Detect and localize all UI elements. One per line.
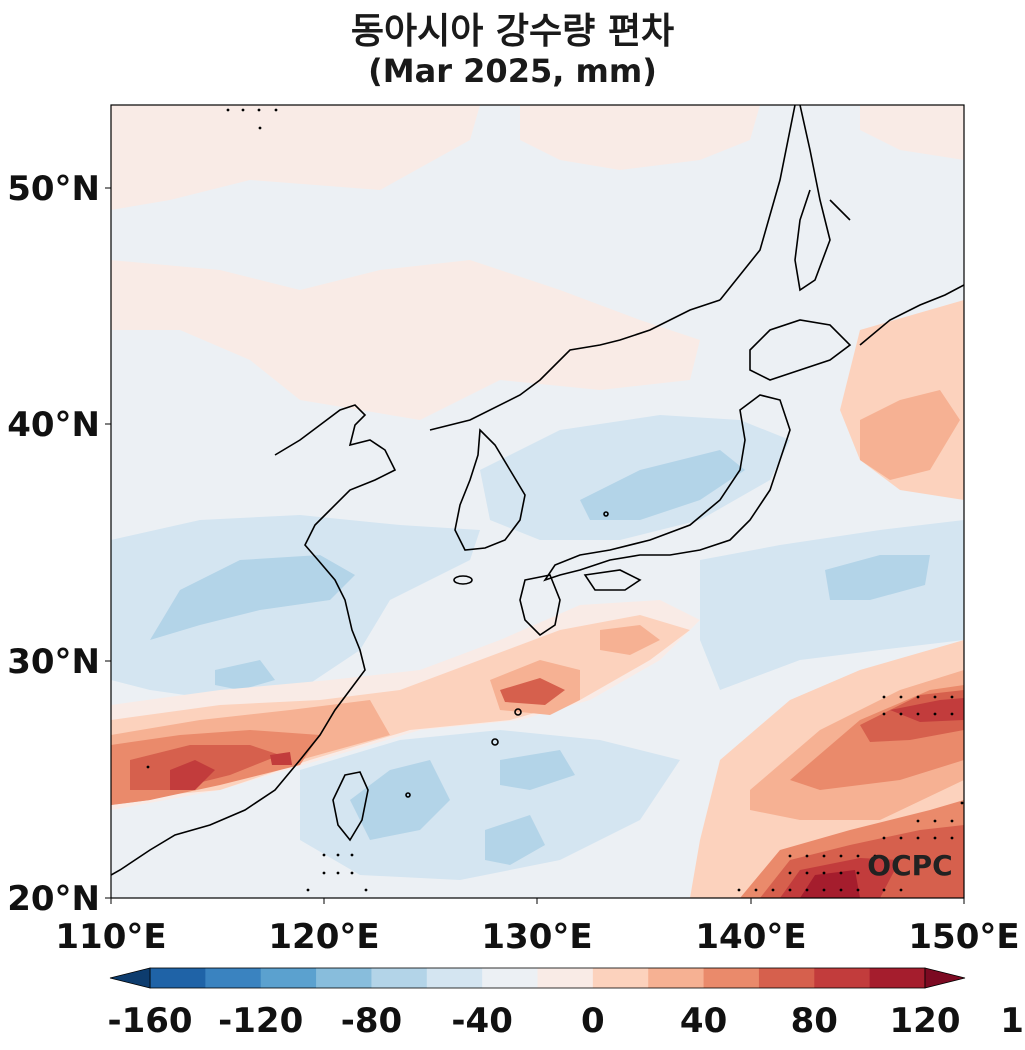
colorbar-swatch xyxy=(758,968,815,988)
colorbar-tick-label: 120 xyxy=(890,1001,961,1041)
lon-tick-label: 110°E xyxy=(55,917,166,957)
lon-tick-label: 120°E xyxy=(268,917,379,957)
lon-tick-label: 130°E xyxy=(481,917,592,957)
colorbar-tick-label: 0 xyxy=(581,1001,605,1041)
colorbar-swatch xyxy=(537,968,594,988)
map-title: 동아시아 강수량 편차 xyxy=(350,11,675,52)
anomaly-field xyxy=(111,105,964,898)
colorbar-tick-label: -120 xyxy=(218,1001,303,1041)
colorbar-extend-min xyxy=(109,967,151,989)
significance-stipple xyxy=(146,108,964,892)
colorbar-swatch xyxy=(482,968,538,988)
colorbar-swatch xyxy=(316,968,372,988)
colorbar-tick-label: -160 xyxy=(107,1001,192,1041)
lat-tick-label: 50°N xyxy=(7,169,100,209)
colorbar-swatch xyxy=(150,968,206,988)
lon-tick-label: 140°E xyxy=(695,917,806,957)
lat-tick-label: 30°N xyxy=(7,642,100,682)
colorbar: -160 -120 -80 -40 0 40 80 120 160 xyxy=(107,967,1025,1041)
watermark-label: OCPC xyxy=(867,849,952,882)
colorbar-swatch xyxy=(648,968,705,988)
colorbar-swatch xyxy=(426,968,483,988)
lat-axis: 20°N 30°N 40°N 50°N xyxy=(7,169,111,919)
lon-axis: 110°E 120°E 130°E 140°E 150°E xyxy=(55,898,1020,957)
colorbar-swatch xyxy=(260,968,317,988)
colorbar-swatch xyxy=(703,968,760,988)
colorbar-swatch xyxy=(205,968,262,988)
colorbar-extend-max xyxy=(924,967,966,989)
colorbar-tick-label: -40 xyxy=(451,1001,512,1041)
colorbar-swatch xyxy=(371,968,428,988)
colorbar-swatch xyxy=(592,968,649,988)
colorbar-tick-label: 160 xyxy=(1000,1001,1025,1041)
coastlines xyxy=(111,105,964,876)
colorbar-tick-label: 40 xyxy=(680,1001,727,1041)
colorbar-swatch xyxy=(869,968,926,988)
colorbar-tick-label: -80 xyxy=(341,1001,402,1041)
map-subtitle: (Mar 2025, mm) xyxy=(368,52,657,90)
colorbar-swatch xyxy=(814,968,871,988)
lat-tick-label: 20°N xyxy=(7,879,100,919)
lon-tick-label: 150°E xyxy=(908,917,1019,957)
lat-tick-label: 40°N xyxy=(7,405,100,445)
colorbar-tick-label: 80 xyxy=(791,1001,838,1041)
